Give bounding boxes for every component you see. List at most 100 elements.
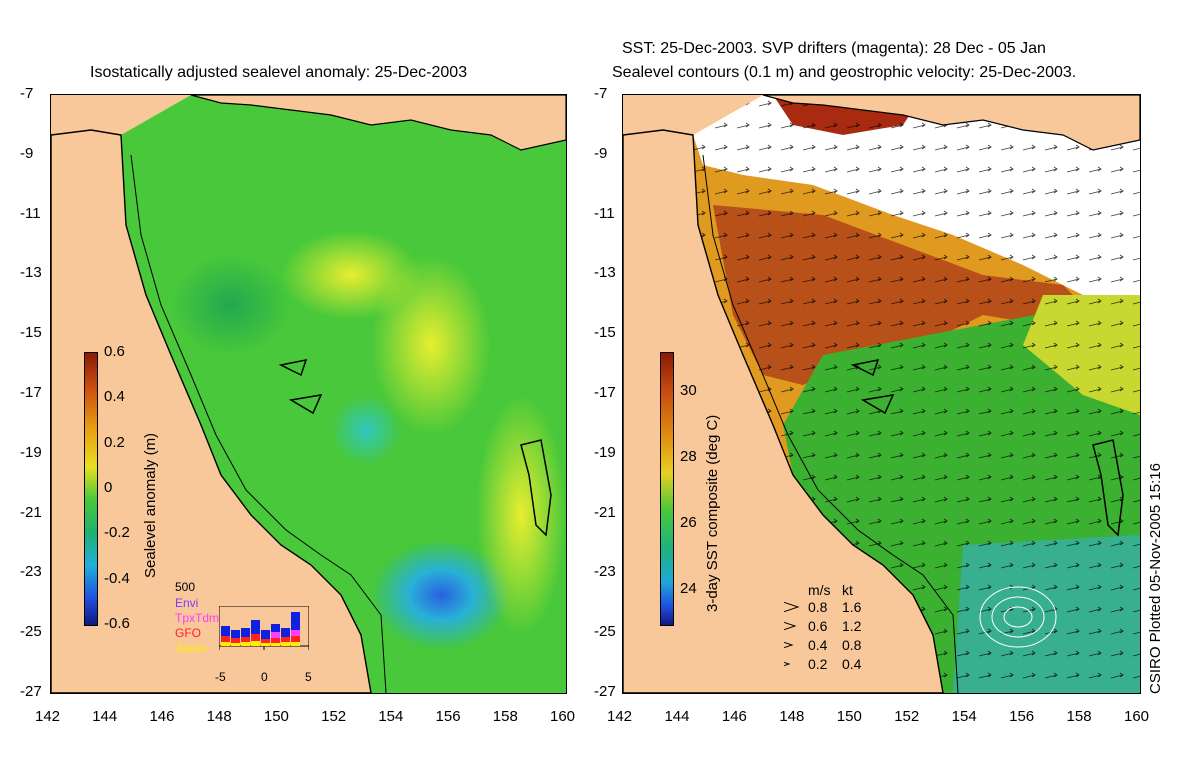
sla-colorbar-tick: -0.6 [104, 615, 130, 632]
y-tick-label: -13 [594, 264, 616, 282]
y-tick-label: -11 [20, 204, 41, 222]
sla-colorbar-tick: -0.4 [104, 569, 130, 587]
y-tick-label: -7 [594, 85, 608, 102]
sst-colorbar-tick: 28 [680, 448, 697, 465]
x-tick-label: 152 [321, 708, 347, 725]
sla-colorbar [84, 352, 98, 626]
sla-mid-anomaly [171, 255, 291, 355]
sst-map-canvas [623, 95, 1140, 693]
x-tick-label: 146 [721, 708, 747, 725]
x-tick-label: 142 [607, 708, 633, 725]
hist-xtick-zero: 0 [261, 670, 268, 684]
reef-outlines [850, 359, 895, 415]
credit-text: CSIRO Plotted 05-Nov-2005 15:16 [1147, 463, 1164, 694]
y-tick-label: -7 [20, 85, 34, 102]
sla-map-canvas [51, 95, 566, 693]
reef-outlines [278, 359, 323, 415]
x-tick-label: 142 [35, 708, 61, 725]
y-tick-label: -17 [20, 384, 42, 401]
y-tick-label: -27 [594, 683, 616, 700]
y-tick-label: -11 [594, 204, 615, 222]
y-tick-label: -17 [594, 384, 616, 401]
y-tick-label: -13 [20, 264, 42, 282]
velocity-arrow-icon [783, 641, 794, 649]
isobath-line [702, 154, 959, 693]
hist-bar-stack [221, 612, 300, 646]
png-land [190, 95, 566, 151]
legend-speed-kt: 1.2 [842, 618, 862, 634]
x-tick-label: 146 [149, 708, 175, 725]
hist-xtick-pos: 5 [305, 670, 312, 684]
legend-speed-kt: 0.8 [842, 637, 862, 653]
sst-colorbar-tick: 24 [680, 580, 697, 597]
sla-colorbar-label: Sealevel anomaly (m) [142, 432, 159, 578]
x-tick-label: 156 [435, 708, 461, 725]
island-outline [1092, 439, 1124, 537]
sla-high-anomaly-2 [281, 230, 421, 320]
x-tick-label: 150 [836, 708, 862, 725]
sst-colorbar-tick: 26 [680, 514, 697, 531]
sla-cyan-anomaly [331, 395, 401, 465]
australia-land [51, 129, 372, 693]
sla-low-anomaly [371, 540, 511, 650]
hist-count-label: 500 [175, 580, 196, 594]
y-tick-label: -9 [20, 144, 34, 162]
sla-colorbar-tick: -0.2 [104, 524, 130, 542]
x-tick-label: 154 [951, 708, 977, 725]
x-tick-label: 156 [1009, 708, 1035, 725]
png-land [762, 95, 1140, 151]
velocity-arrow-icon [783, 621, 797, 631]
hist-mission-envi: Envi [175, 596, 199, 610]
hist-mission-jason: Jason [175, 641, 208, 655]
x-tick-label: 152 [894, 708, 920, 725]
right-panel-title-line1: SST: 25-Dec-2003. SVP drifters (magenta)… [622, 40, 1046, 57]
legend-speed-ms: 0.6 [808, 618, 828, 634]
sealevel-contours [979, 586, 1057, 648]
hist-mission-gfo: GFO [175, 626, 201, 640]
x-tick-label: 158 [1066, 708, 1092, 725]
sla-high-anomaly-3 [476, 395, 566, 635]
velocity-arrow-icon [783, 661, 791, 667]
sst-map [622, 94, 1141, 694]
x-tick-label: 144 [664, 708, 690, 725]
y-tick-label: -15 [594, 324, 616, 342]
sla-colorbar-tick: 0 [104, 479, 113, 496]
sla-colorbar-tick: 0.4 [104, 388, 125, 406]
x-tick-label: 148 [779, 708, 805, 725]
velocity-arrow-icon [783, 601, 800, 613]
y-tick-label: -15 [20, 324, 42, 342]
legend-header-ms: m/s [808, 582, 831, 598]
velocity-arrows [693, 95, 1140, 693]
sst-colorbar-label: 3-day SST composite (deg C) [704, 414, 721, 612]
x-tick-label: 158 [492, 708, 518, 725]
y-tick-label: -21 [594, 503, 616, 521]
x-tick-label: 154 [378, 708, 404, 725]
sla-colorbar-tick: 0.6 [104, 343, 125, 360]
legend-speed-ms: 0.2 [808, 656, 828, 672]
y-tick-label: -25 [20, 623, 42, 641]
right-panel-title-line2: Sealevel contours (0.1 m) and geostrophi… [612, 64, 1077, 81]
hist-xtick-neg: -5 [215, 670, 226, 684]
legend-speed-ms: 0.8 [808, 599, 828, 615]
sla-map [50, 94, 567, 694]
y-tick-label: -19 [594, 443, 616, 461]
x-tick-label: 148 [206, 708, 232, 725]
y-tick-label: -21 [20, 503, 42, 521]
x-tick-label: 150 [263, 708, 289, 725]
y-tick-label: -25 [594, 623, 616, 641]
legend-header-kt: kt [842, 582, 853, 598]
legend-speed-kt: 1.6 [842, 599, 862, 615]
x-tick-label: 144 [92, 708, 118, 725]
x-tick-label: 160 [550, 708, 576, 725]
australia-land [623, 129, 944, 693]
y-tick-label: -23 [594, 563, 616, 581]
legend-speed-ms: 0.4 [808, 637, 828, 653]
sst-colorbar [660, 352, 674, 626]
legend-speed-kt: 0.4 [842, 656, 862, 672]
x-tick-label: 160 [1124, 708, 1150, 725]
y-tick-label: -27 [20, 683, 42, 700]
sst-colorbar-tick: 30 [680, 382, 697, 399]
y-tick-label: -19 [20, 443, 42, 461]
left-panel-title: Isostatically adjusted sealevel anomaly:… [90, 64, 468, 81]
sla-colorbar-tick: 0.2 [104, 433, 125, 451]
